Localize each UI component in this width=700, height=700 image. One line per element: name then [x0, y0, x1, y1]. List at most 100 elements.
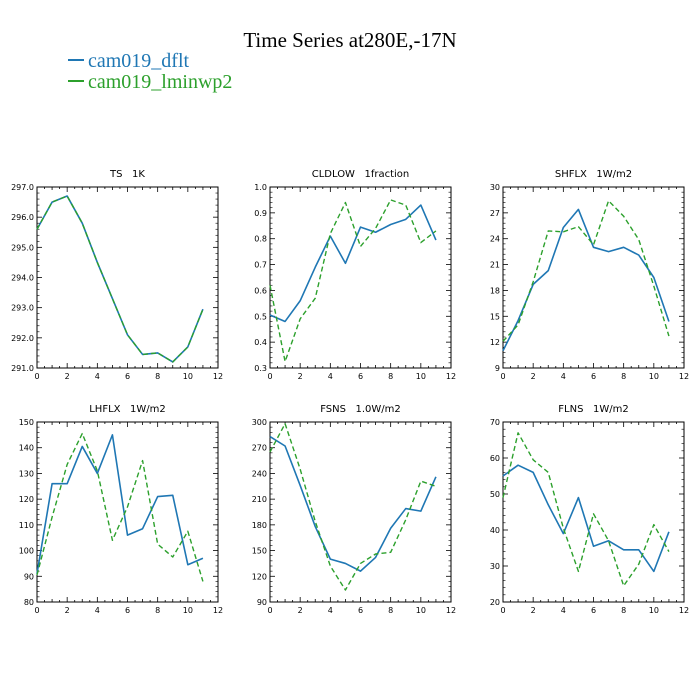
- x-tick-label: 0: [34, 372, 39, 381]
- y-tick-label: 12: [490, 338, 500, 347]
- x-tick-label: 12: [213, 606, 223, 615]
- y-tick-label: 0.3: [254, 364, 267, 373]
- x-tick-label: 0: [500, 606, 505, 615]
- chart-title: FSNS 1.0W/m2: [320, 404, 401, 415]
- series-line-dflt: [36, 434, 204, 574]
- series-line-lminwp2: [36, 432, 204, 582]
- legend-label-dflt: cam019_dflt: [88, 50, 190, 72]
- y-tick-label: 30: [490, 562, 500, 571]
- x-tick-label: 8: [388, 372, 393, 381]
- y-tick-label: 0.9: [254, 209, 267, 218]
- y-tick-label: 294.0: [11, 274, 34, 283]
- x-tick-label: 0: [267, 372, 272, 381]
- plot-frame: [36, 421, 219, 603]
- x-tick-label: 10: [649, 372, 659, 381]
- y-tick-label: 60: [490, 454, 500, 463]
- y-tick-label: 270: [252, 444, 267, 453]
- y-tick-label: 70: [490, 418, 500, 427]
- x-tick-label: 2: [298, 372, 303, 381]
- y-tick-label: 18: [490, 286, 500, 295]
- y-tick-label: 80: [24, 598, 34, 607]
- x-tick-label: 0: [34, 606, 39, 615]
- x-tick-label: 2: [65, 606, 70, 615]
- figure-title: Time Series at280E,-17N: [243, 28, 457, 52]
- x-tick-label: 4: [95, 372, 100, 381]
- y-tick-label: 120: [252, 572, 267, 581]
- x-tick-label: 8: [621, 372, 626, 381]
- y-tick-label: 27: [490, 209, 500, 218]
- chart-panel-1: CLDLOW 1fraction 0 2 4 6 8 10 12 0.3 0.4 0.5 0.6 0.7…: [254, 169, 456, 381]
- y-tick-label: 24: [490, 235, 500, 244]
- y-tick-label: 210: [252, 495, 267, 504]
- series-line-dflt: [269, 204, 437, 323]
- y-tick-label: 0.8: [254, 235, 267, 244]
- legend-item-lminwp2: cam019_lminwp2: [68, 71, 232, 94]
- y-tick-label: 240: [252, 469, 267, 478]
- y-tick-label: 140: [19, 444, 34, 453]
- x-tick-label: 2: [531, 606, 536, 615]
- y-tick-label: 50: [490, 490, 500, 499]
- legend-swatch-lminwp2: [68, 80, 84, 83]
- x-tick-label: 10: [183, 372, 193, 381]
- x-tick-label: 10: [183, 606, 193, 615]
- y-tick-label: 110: [19, 521, 34, 530]
- chart-title: TS 1K: [109, 169, 145, 180]
- plot-frame: [269, 421, 452, 603]
- y-tick-label: 1.0: [254, 183, 267, 192]
- y-tick-label: 0.6: [254, 286, 267, 295]
- y-tick-label: 0.7: [254, 261, 267, 270]
- y-tick-label: 30: [490, 183, 500, 192]
- y-tick-label: 90: [24, 572, 34, 581]
- y-tick-label: 296.0: [11, 213, 34, 222]
- chart-title: FLNS 1W/m2: [558, 404, 628, 415]
- x-tick-label: 4: [95, 606, 100, 615]
- series-line-dflt: [502, 464, 670, 573]
- y-tick-label: 9: [495, 364, 500, 373]
- x-tick-label: 12: [679, 606, 689, 615]
- y-tick-label: 120: [19, 495, 34, 504]
- x-tick-label: 12: [213, 372, 223, 381]
- y-tick-label: 291.0: [11, 364, 34, 373]
- x-tick-label: 8: [155, 372, 160, 381]
- x-tick-label: 2: [298, 606, 303, 615]
- chart-panel-4: FSNS 1.0W/m2 0 2 4 6 8 10 12 90 120 150 180 210 240 27…: [252, 404, 456, 615]
- x-tick-label: 6: [358, 606, 363, 615]
- x-tick-label: 4: [561, 606, 566, 615]
- x-tick-label: 12: [446, 372, 456, 381]
- chart-title: LHFLX 1W/m2: [89, 404, 166, 415]
- y-tick-label: 0.4: [254, 338, 267, 347]
- legend-swatch-dflt: [68, 59, 84, 62]
- series-line-dflt: [502, 208, 670, 352]
- y-tick-label: 293.0: [11, 304, 34, 313]
- y-tick-label: 21: [490, 261, 500, 270]
- series-line-lminwp2: [502, 432, 670, 587]
- chart-panel-0: TS 1K 0 2 4 6 8 10 12 291.0 292.0 293.0 294.0 295.0 2…: [11, 169, 223, 381]
- y-tick-label: 295.0: [11, 243, 34, 252]
- x-tick-label: 8: [388, 606, 393, 615]
- y-tick-label: 15: [490, 312, 500, 321]
- y-tick-label: 150: [252, 547, 267, 556]
- x-tick-label: 0: [500, 372, 505, 381]
- x-tick-label: 12: [446, 606, 456, 615]
- legend-label-lminwp2: cam019_lminwp2: [88, 71, 233, 93]
- x-tick-label: 6: [125, 372, 130, 381]
- x-tick-label: 10: [416, 606, 426, 615]
- chart-title: SHFLX 1W/m2: [555, 169, 632, 180]
- series-line-lminwp2: [36, 195, 204, 363]
- chart-title: CLDLOW 1fraction: [312, 169, 410, 180]
- x-tick-label: 6: [591, 606, 596, 615]
- series-line-dflt: [269, 435, 437, 572]
- x-tick-label: 4: [561, 372, 566, 381]
- x-tick-label: 8: [155, 606, 160, 615]
- y-tick-label: 130: [19, 469, 34, 478]
- x-tick-label: 6: [125, 606, 130, 615]
- y-tick-label: 180: [252, 521, 267, 530]
- chart-panel-3: LHFLX 1W/m2 0 2 4 6 8 10 12 80 90 100 110 120 130 140 1…: [19, 404, 223, 615]
- y-tick-label: 0.5: [254, 312, 267, 321]
- series-line-lminwp2: [502, 200, 670, 342]
- x-tick-label: 6: [591, 372, 596, 381]
- y-tick-label: 90: [257, 598, 267, 607]
- y-tick-label: 300: [252, 418, 267, 427]
